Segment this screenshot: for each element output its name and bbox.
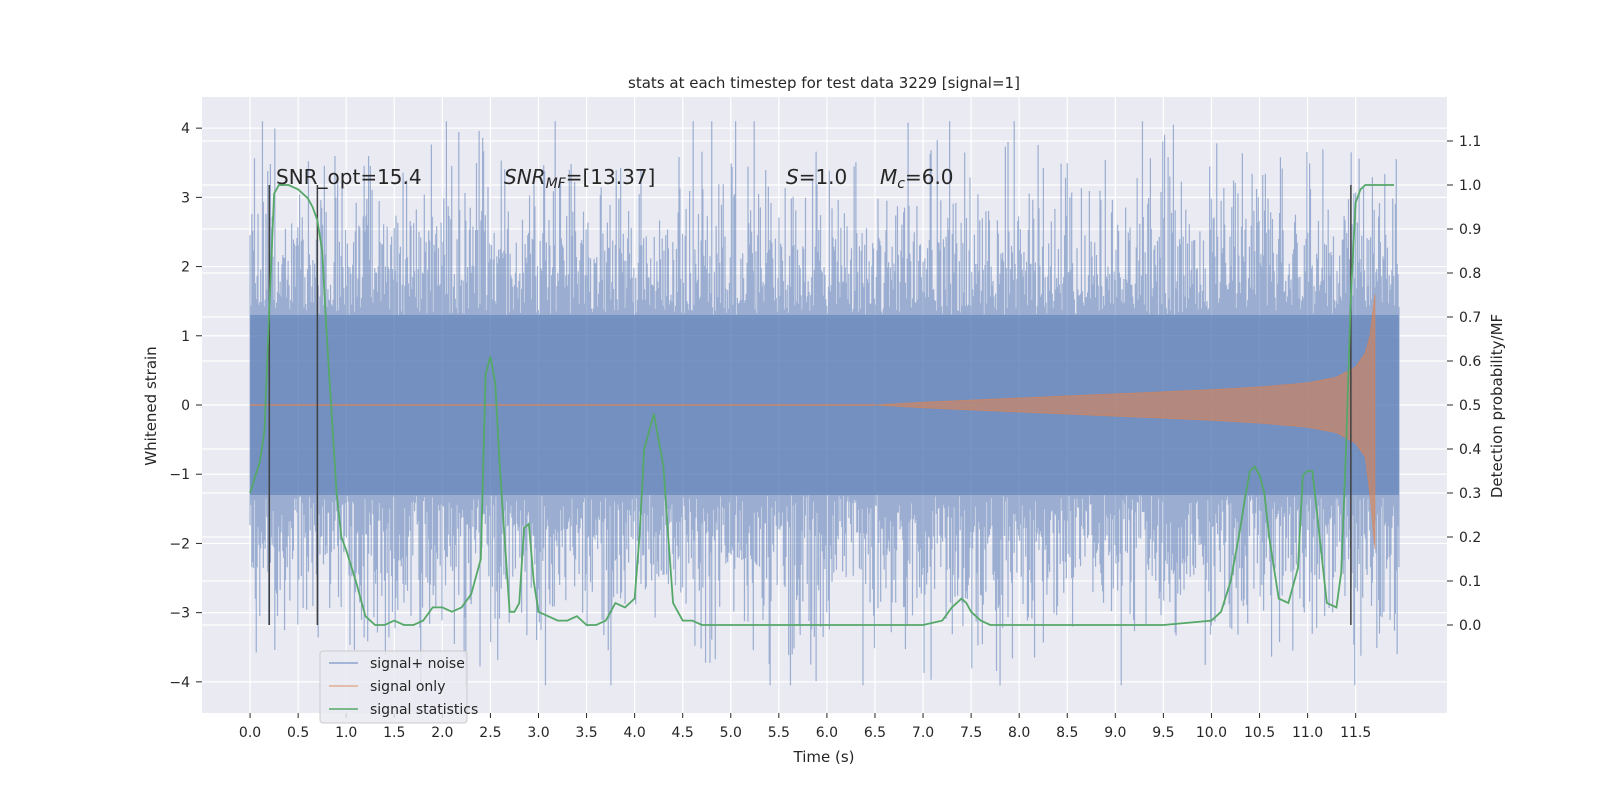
y-tick-label: 2	[181, 260, 190, 276]
y-tick-label: −2	[169, 536, 190, 552]
statistics-line	[249, 184, 1395, 626]
y-right-tick-label: 0.4	[1459, 442, 1481, 458]
x-tick-label: 3.0	[527, 725, 549, 741]
y-right-tick-label: 0.2	[1459, 530, 1481, 546]
y-right-tick-label: 0.9	[1459, 222, 1481, 238]
legend-box	[319, 650, 468, 724]
y-right-tick-label: 0.7	[1459, 310, 1481, 326]
annotation-snr-mf: SNRMF=[13.37]	[504, 165, 655, 192]
series-signal-only	[250, 294, 1376, 550]
y-tick-label: 0	[181, 398, 190, 414]
y-right-tick-label: 0.8	[1459, 266, 1481, 282]
x-tick-label: 10.0	[1196, 725, 1227, 741]
x-tick-label: 1.0	[335, 725, 357, 741]
legend-label-signal-plus-noise: signal+ noise	[370, 656, 465, 672]
y-axis-right-title: Detection probability/MF	[1488, 314, 1506, 498]
y-right-tick-label: 0.1	[1459, 574, 1481, 590]
y-tick-label: 3	[181, 190, 190, 206]
x-tick-label: 1.5	[383, 725, 405, 741]
x-tick-label: 3.5	[575, 725, 597, 741]
y-right-tick-label: 1.0	[1459, 178, 1481, 194]
annotation-mc: Mc=6.0	[880, 165, 954, 192]
x-tick-label: 0.5	[287, 725, 309, 741]
chirp-envelope	[250, 294, 1376, 550]
y-axis-title: Whitened strain	[142, 346, 160, 465]
x-tick-label: 4.5	[672, 725, 694, 741]
x-tick-label: 7.0	[912, 725, 934, 741]
vertical-markers	[268, 185, 1352, 625]
x-tick-label: 9.5	[1152, 725, 1174, 741]
legend: signal+ noise signal only signal statist…	[319, 650, 478, 724]
y-right-tick-label: 0.3	[1459, 486, 1481, 502]
y-tick-label: −3	[169, 606, 190, 622]
annotation-s: S=1.0	[786, 165, 847, 189]
x-tick-label: 8.5	[1056, 725, 1078, 741]
y-right-tick-label: 1.1	[1459, 134, 1481, 150]
y-right-tick-label: 0.5	[1459, 398, 1481, 414]
x-tick-label: 5.5	[768, 725, 790, 741]
legend-label-signal-statistics: signal statistics	[370, 702, 478, 718]
x-tick-label: 7.5	[960, 725, 982, 741]
x-axis-ticks: 0.0 0.5 1.0 1.5 2.0 2.5 3.0 3.5 4.0 4.5 5.0 5.5 6.0 6…	[239, 713, 1371, 741]
y-right-tick-label: 0.6	[1459, 354, 1481, 370]
x-tick-label: 10.5	[1244, 725, 1275, 741]
y-axis-right-ticks: 0.0 0.1 0.2 0.3 0.4 0.5 0.6 0.7 0.8 0.9 1.0 1.1	[1447, 134, 1481, 634]
x-tick-label: 2.5	[479, 725, 501, 741]
y-axis-ticks: −4 −3 −2 −1 0 1 2 3 4	[169, 121, 202, 691]
y-tick-label: −1	[169, 467, 190, 483]
x-tick-label: 11.5	[1340, 725, 1371, 741]
x-tick-label: 6.5	[864, 725, 886, 741]
x-tick-label: 5.0	[720, 725, 742, 741]
y-tick-label: −4	[169, 675, 190, 691]
chart-title: stats at each timestep for test data 322…	[628, 74, 1020, 92]
x-tick-label: 9.0	[1104, 725, 1126, 741]
legend-label-signal-only: signal only	[370, 679, 445, 695]
x-tick-label: 4.0	[623, 725, 645, 741]
x-tick-label: 8.0	[1008, 725, 1030, 741]
x-tick-label: 2.0	[431, 725, 453, 741]
y-tick-label: 4	[181, 121, 190, 137]
y-right-tick-label: 0.0	[1459, 618, 1481, 634]
annotation-snr-opt: SNR_opt=15.4	[276, 165, 422, 189]
series-signal-statistics	[249, 184, 1395, 626]
x-axis-title: Time (s)	[793, 748, 855, 766]
x-tick-label: 11.0	[1292, 725, 1323, 741]
x-tick-label: 6.0	[816, 725, 838, 741]
y-tick-label: 1	[181, 329, 190, 345]
x-tick-label: 0.0	[239, 725, 261, 741]
